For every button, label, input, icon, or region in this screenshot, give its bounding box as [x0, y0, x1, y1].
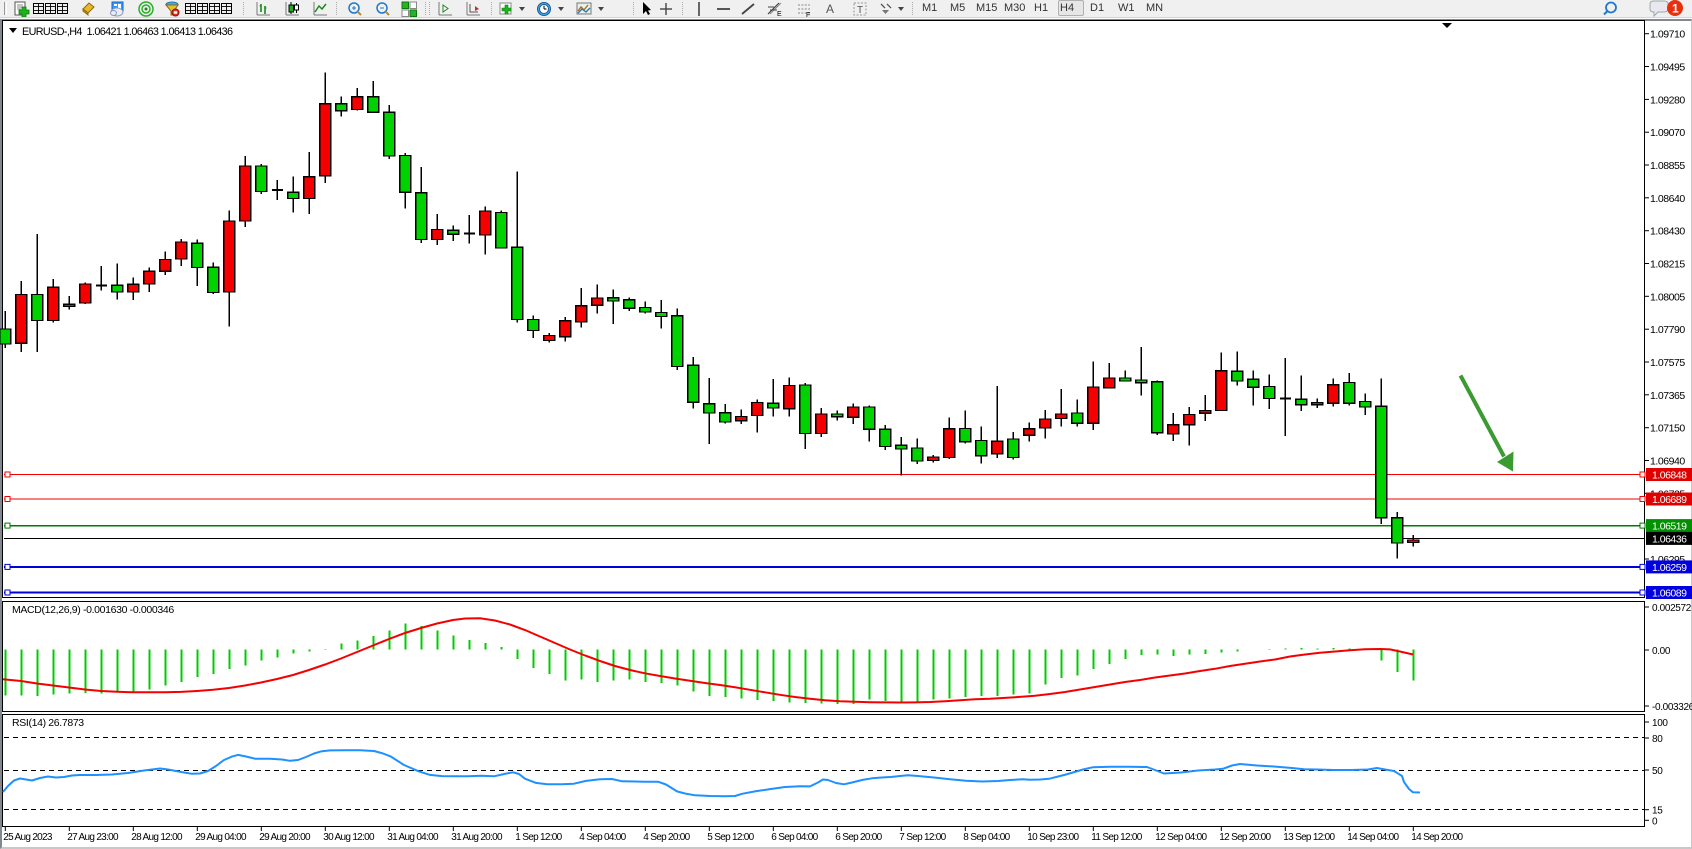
svg-text:1.08005: 1.08005: [1650, 291, 1685, 303]
svg-text:6 Sep 04:00: 6 Sep 04:00: [771, 832, 818, 843]
svg-text:29 Aug 04:00: 29 Aug 04:00: [195, 832, 247, 843]
svg-text:14 Sep 20:00: 14 Sep 20:00: [1411, 832, 1463, 843]
svg-text:1.07575: 1.07575: [1650, 357, 1685, 369]
svg-text:15: 15: [1652, 806, 1663, 817]
svg-text:1.09280: 1.09280: [1650, 94, 1685, 106]
svg-text:8 Sep 04:00: 8 Sep 04:00: [963, 832, 1010, 843]
svg-text:31 Aug 04:00: 31 Aug 04:00: [387, 832, 439, 843]
svg-text:29 Aug 20:00: 29 Aug 20:00: [259, 832, 311, 843]
svg-text:RSI(14) 26.7873: RSI(14) 26.7873: [12, 717, 84, 729]
svg-text:4 Sep 04:00: 4 Sep 04:00: [579, 832, 626, 843]
svg-text:7 Sep 12:00: 7 Sep 12:00: [899, 832, 946, 843]
svg-text:11 Sep 12:00: 11 Sep 12:00: [1091, 832, 1142, 843]
svg-text:25 Aug 2023: 25 Aug 2023: [3, 832, 53, 843]
svg-text:1.09070: 1.09070: [1650, 127, 1685, 139]
svg-text:1.07150: 1.07150: [1650, 423, 1685, 435]
svg-text:6 Sep 20:00: 6 Sep 20:00: [835, 832, 882, 843]
svg-text:10 Sep 23:00: 10 Sep 23:00: [1027, 832, 1079, 843]
svg-text:1.06689: 1.06689: [1652, 494, 1687, 506]
svg-text:28 Aug 12:00: 28 Aug 12:00: [131, 832, 183, 843]
svg-text:1: 1: [1672, 2, 1679, 16]
svg-text:31 Aug 20:00: 31 Aug 20:00: [451, 832, 503, 843]
svg-text:100: 100: [1652, 718, 1668, 729]
svg-text:1.06848: 1.06848: [1652, 470, 1687, 482]
svg-text:T: T: [857, 5, 863, 16]
svg-text:4 Sep 20:00: 4 Sep 20:00: [643, 832, 690, 843]
svg-text:1.08430: 1.08430: [1650, 226, 1685, 238]
svg-text:EURUSD-,H4 1.06421 1.06463 1.: EURUSD-,H4 1.06421 1.06463 1.06413 1.064…: [22, 26, 233, 38]
svg-text:0.002572: 0.002572: [1652, 603, 1692, 614]
svg-text:1.07790: 1.07790: [1650, 324, 1685, 336]
svg-text:1.08855: 1.08855: [1650, 160, 1685, 172]
svg-text:1.09710: 1.09710: [1650, 29, 1685, 41]
svg-text:30 Aug 12:00: 30 Aug 12:00: [323, 832, 375, 843]
svg-text:1.06519: 1.06519: [1652, 521, 1687, 533]
svg-text:1.09495: 1.09495: [1650, 62, 1685, 74]
svg-text:1.08215: 1.08215: [1650, 259, 1685, 271]
svg-text:13 Sep 12:00: 13 Sep 12:00: [1283, 832, 1335, 843]
svg-text:0.00: 0.00: [1652, 646, 1671, 657]
svg-text:1.06259: 1.06259: [1652, 562, 1687, 574]
svg-text:1.06089: 1.06089: [1652, 588, 1687, 600]
svg-text:12 Sep 04:00: 12 Sep 04:00: [1155, 832, 1207, 843]
svg-text:5 Sep 12:00: 5 Sep 12:00: [707, 832, 754, 843]
svg-text:12 Sep 20:00: 12 Sep 20:00: [1219, 832, 1271, 843]
svg-text:50: 50: [1652, 766, 1663, 777]
svg-text:MACD(12,26,9) -0.001630 -0.000: MACD(12,26,9) -0.001630 -0.000346: [12, 604, 174, 616]
svg-text:-0.003326: -0.003326: [1652, 702, 1692, 713]
svg-text:F: F: [806, 12, 810, 17]
svg-text:27 Aug 23:00: 27 Aug 23:00: [67, 832, 119, 843]
svg-text:E: E: [777, 11, 782, 17]
svg-text:80: 80: [1652, 734, 1663, 745]
svg-text:1.08640: 1.08640: [1650, 193, 1685, 205]
svg-text:1.07365: 1.07365: [1650, 390, 1685, 402]
svg-text:1.06436: 1.06436: [1652, 533, 1687, 545]
svg-text:14 Sep 04:00: 14 Sep 04:00: [1347, 832, 1399, 843]
svg-text:1 Sep 12:00: 1 Sep 12:00: [515, 832, 562, 843]
svg-text:0: 0: [1652, 816, 1658, 827]
svg-text:1.06940: 1.06940: [1650, 456, 1685, 468]
